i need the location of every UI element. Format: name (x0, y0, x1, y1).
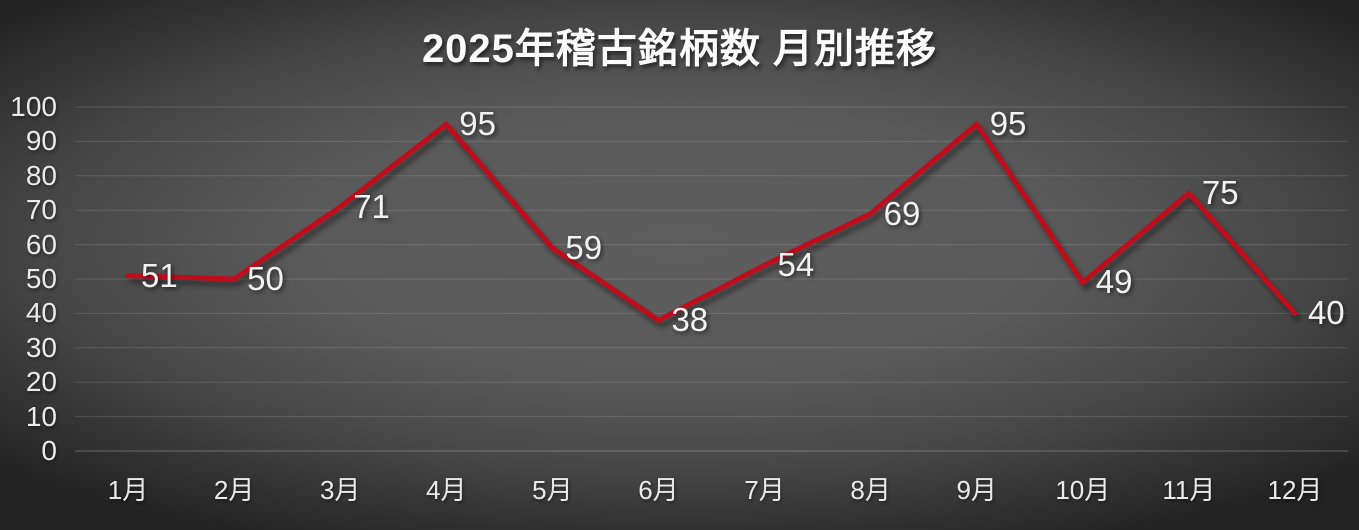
y-tick-label: 60 (25, 228, 57, 260)
gridlines (75, 106, 1348, 452)
series-line (125, 121, 1298, 323)
data-label: 59 (565, 229, 603, 267)
y-tick-label: 30 (25, 331, 57, 363)
x-axis-label: 6月 (638, 475, 679, 505)
y-tick-label: 0 (41, 435, 57, 466)
x-axis-label: 1月 (107, 475, 149, 505)
x-axis-label: 8月 (850, 475, 891, 505)
x-axis-label: 12月 (1267, 475, 1323, 505)
x-axis-label: 11月 (1162, 475, 1216, 505)
chart-title: 2025年稽古銘柄数 月別推移 (421, 27, 938, 71)
y-tick-label: 90 (25, 125, 57, 157)
x-axis-label: 4月 (426, 475, 467, 505)
data-label: 40 (1307, 294, 1345, 332)
data-label: 49 (1095, 263, 1133, 301)
x-axis-label: 2月 (213, 475, 255, 505)
data-label: 38 (671, 301, 709, 339)
data-label: 95 (989, 105, 1027, 143)
data-label: 54 (777, 246, 815, 284)
x-axis-label: 3月 (319, 475, 361, 505)
x-axis-label: 9月 (956, 475, 997, 505)
data-label: 51 (141, 256, 178, 294)
data-label: 75 (1201, 174, 1239, 211)
data-label: 50 (247, 260, 284, 297)
x-axis-label: 5月 (532, 475, 573, 505)
y-tick-label: 20 (25, 366, 57, 398)
y-tick-label: 80 (25, 159, 57, 191)
x-axis-label: 7月 (744, 475, 785, 505)
y-tick-label: 10 (25, 400, 57, 432)
y-tick-label: 70 (25, 194, 57, 226)
data-label: 71 (353, 187, 390, 225)
data-label: 69 (883, 194, 921, 232)
series-line-group (125, 121, 1298, 323)
y-tick-label: 100 (10, 91, 57, 122)
y-tick-label: 40 (25, 297, 57, 329)
y-tick-label: 50 (25, 263, 57, 294)
data-label: 95 (459, 105, 496, 143)
x-axis-label: 10月 (1055, 475, 1111, 505)
